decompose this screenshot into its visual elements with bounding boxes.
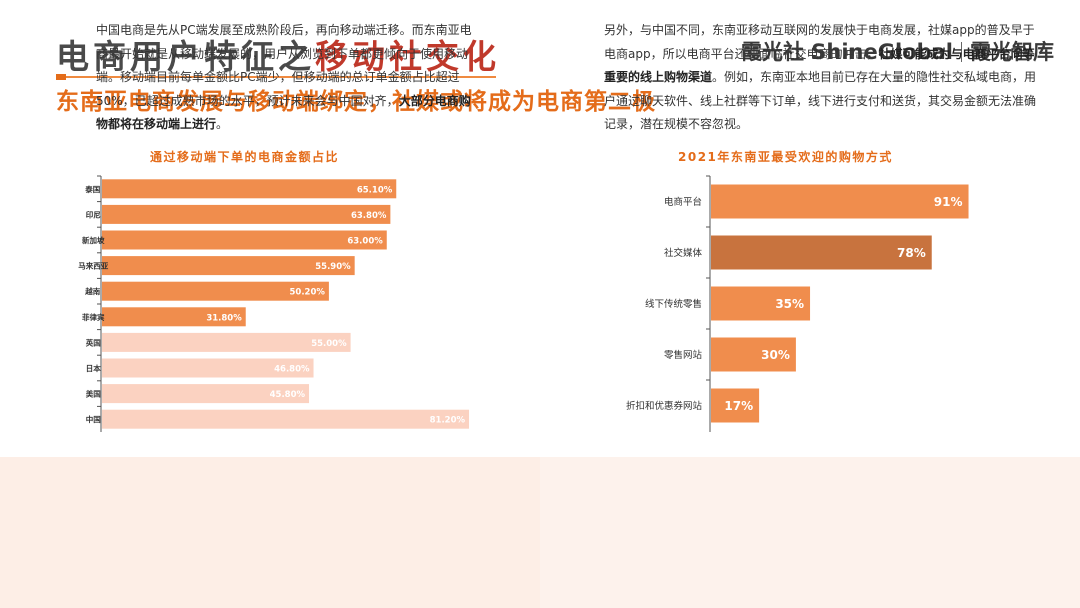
bar — [711, 235, 932, 270]
right-paragraph-end: 。例如，东南亚本地目前已存在大量的隐性社交私域电商，用户通过聊天软件、线上社群等… — [604, 70, 1037, 131]
bar — [102, 204, 391, 224]
left-paragraph-highlight: 大部分电商购物都将在移动端上进行 — [96, 93, 471, 132]
right-chart-title: 2021年东南亚最受欢迎的购物方式 — [678, 150, 893, 164]
left-paragraph-text: 中国电商是先从PC端发展至成熟阶段后，再向移动端迁移。而东南亚电商最开始就是从移… — [96, 23, 472, 108]
category-label: 社交媒体 — [664, 247, 703, 259]
bar-value-label: 35% — [775, 297, 804, 311]
title-accent: 移动社交化 — [315, 37, 500, 76]
bar-value-label: 31.80% — [206, 313, 242, 323]
bar — [711, 184, 969, 219]
bar — [711, 388, 760, 423]
bar — [102, 409, 470, 429]
bar-value-label: 30% — [761, 348, 790, 362]
brand-separator — [961, 42, 962, 62]
category-label: 新加坡 — [82, 235, 105, 245]
bar-value-label: 46.80% — [274, 365, 310, 375]
bar-value-label: 63.00% — [347, 237, 383, 247]
category-label: 折扣和优惠券网站 — [626, 400, 703, 412]
title-plain: 电商用户特征之 — [56, 37, 315, 76]
bar — [102, 384, 310, 404]
category-label: 中国 — [86, 414, 101, 424]
category-label: 线下传统零售 — [645, 298, 702, 310]
left-paragraph-end: 。 — [216, 117, 229, 131]
bar — [711, 337, 796, 372]
category-label: 零售网站 — [664, 349, 703, 361]
bar-value-label: 81.20% — [430, 416, 466, 426]
bar-value-label: 55.90% — [315, 262, 351, 272]
brand-logo: 霞光社 ShineGlobal 霞光智库 — [741, 36, 1054, 66]
bar — [102, 179, 397, 199]
category-label: 泰国 — [84, 184, 100, 194]
category-label: 印尼 — [86, 209, 101, 219]
bar — [102, 230, 387, 250]
right-paragraph-highlight: 社媒可能成为与电商平台同等重要的线上购物渠道 — [604, 46, 1035, 85]
title-underline-mark — [56, 74, 66, 80]
bar-value-label: 91% — [934, 195, 963, 209]
bar-value-label: 78% — [897, 246, 926, 260]
category-label: 英国 — [86, 337, 101, 347]
category-label: 越南 — [84, 286, 100, 296]
right-paragraph: 另外，与中国不同，东南亚移动互联网的发展快于电商发展，社媒app的普及早于电商a… — [604, 19, 1044, 137]
bar — [102, 256, 355, 276]
category-label: 菲律宾 — [82, 312, 105, 322]
category-label: 美国 — [86, 389, 101, 399]
bar — [711, 286, 811, 321]
page-title: 电商用户特征之移动社交化 — [56, 30, 500, 78]
bar — [102, 358, 314, 378]
left-chart-title: 通过移动端下单的电商金额占比 — [150, 150, 340, 164]
title-underline — [56, 76, 496, 78]
category-label: 日本 — [86, 363, 101, 373]
left-paragraph: 中国电商是先从PC端发展至成熟阶段后，再向移动端迁移。而东南亚电商最开始就是从移… — [96, 19, 480, 137]
bar-value-label: 55.00% — [311, 339, 347, 349]
bar-value-label: 17% — [724, 399, 753, 413]
bar-value-label: 65.10% — [357, 185, 393, 195]
bar — [102, 307, 246, 327]
category-label: 马来西亚 — [78, 261, 108, 271]
brand-left: 霞光社 ShineGlobal — [740, 40, 953, 64]
page-subtitle: 东南亚电商发展与移动端绑定，社媒或将成为电商第二极 — [56, 89, 656, 115]
bar-value-label: 63.80% — [351, 211, 387, 221]
right-paragraph-text: 另外，与中国不同，东南亚移动互联网的发展快于电商发展，社媒app的普及早于电商a… — [604, 23, 1035, 61]
bar — [102, 281, 329, 301]
brand-right: 霞光智库 — [970, 40, 1054, 64]
bottom-text-panel — [0, 457, 1080, 608]
bar-value-label: 45.80% — [270, 390, 306, 400]
category-label: 电商平台 — [664, 196, 702, 208]
bar — [102, 332, 351, 352]
bar-value-label: 50.20% — [289, 288, 325, 298]
bottom-right-panel — [540, 457, 1080, 608]
